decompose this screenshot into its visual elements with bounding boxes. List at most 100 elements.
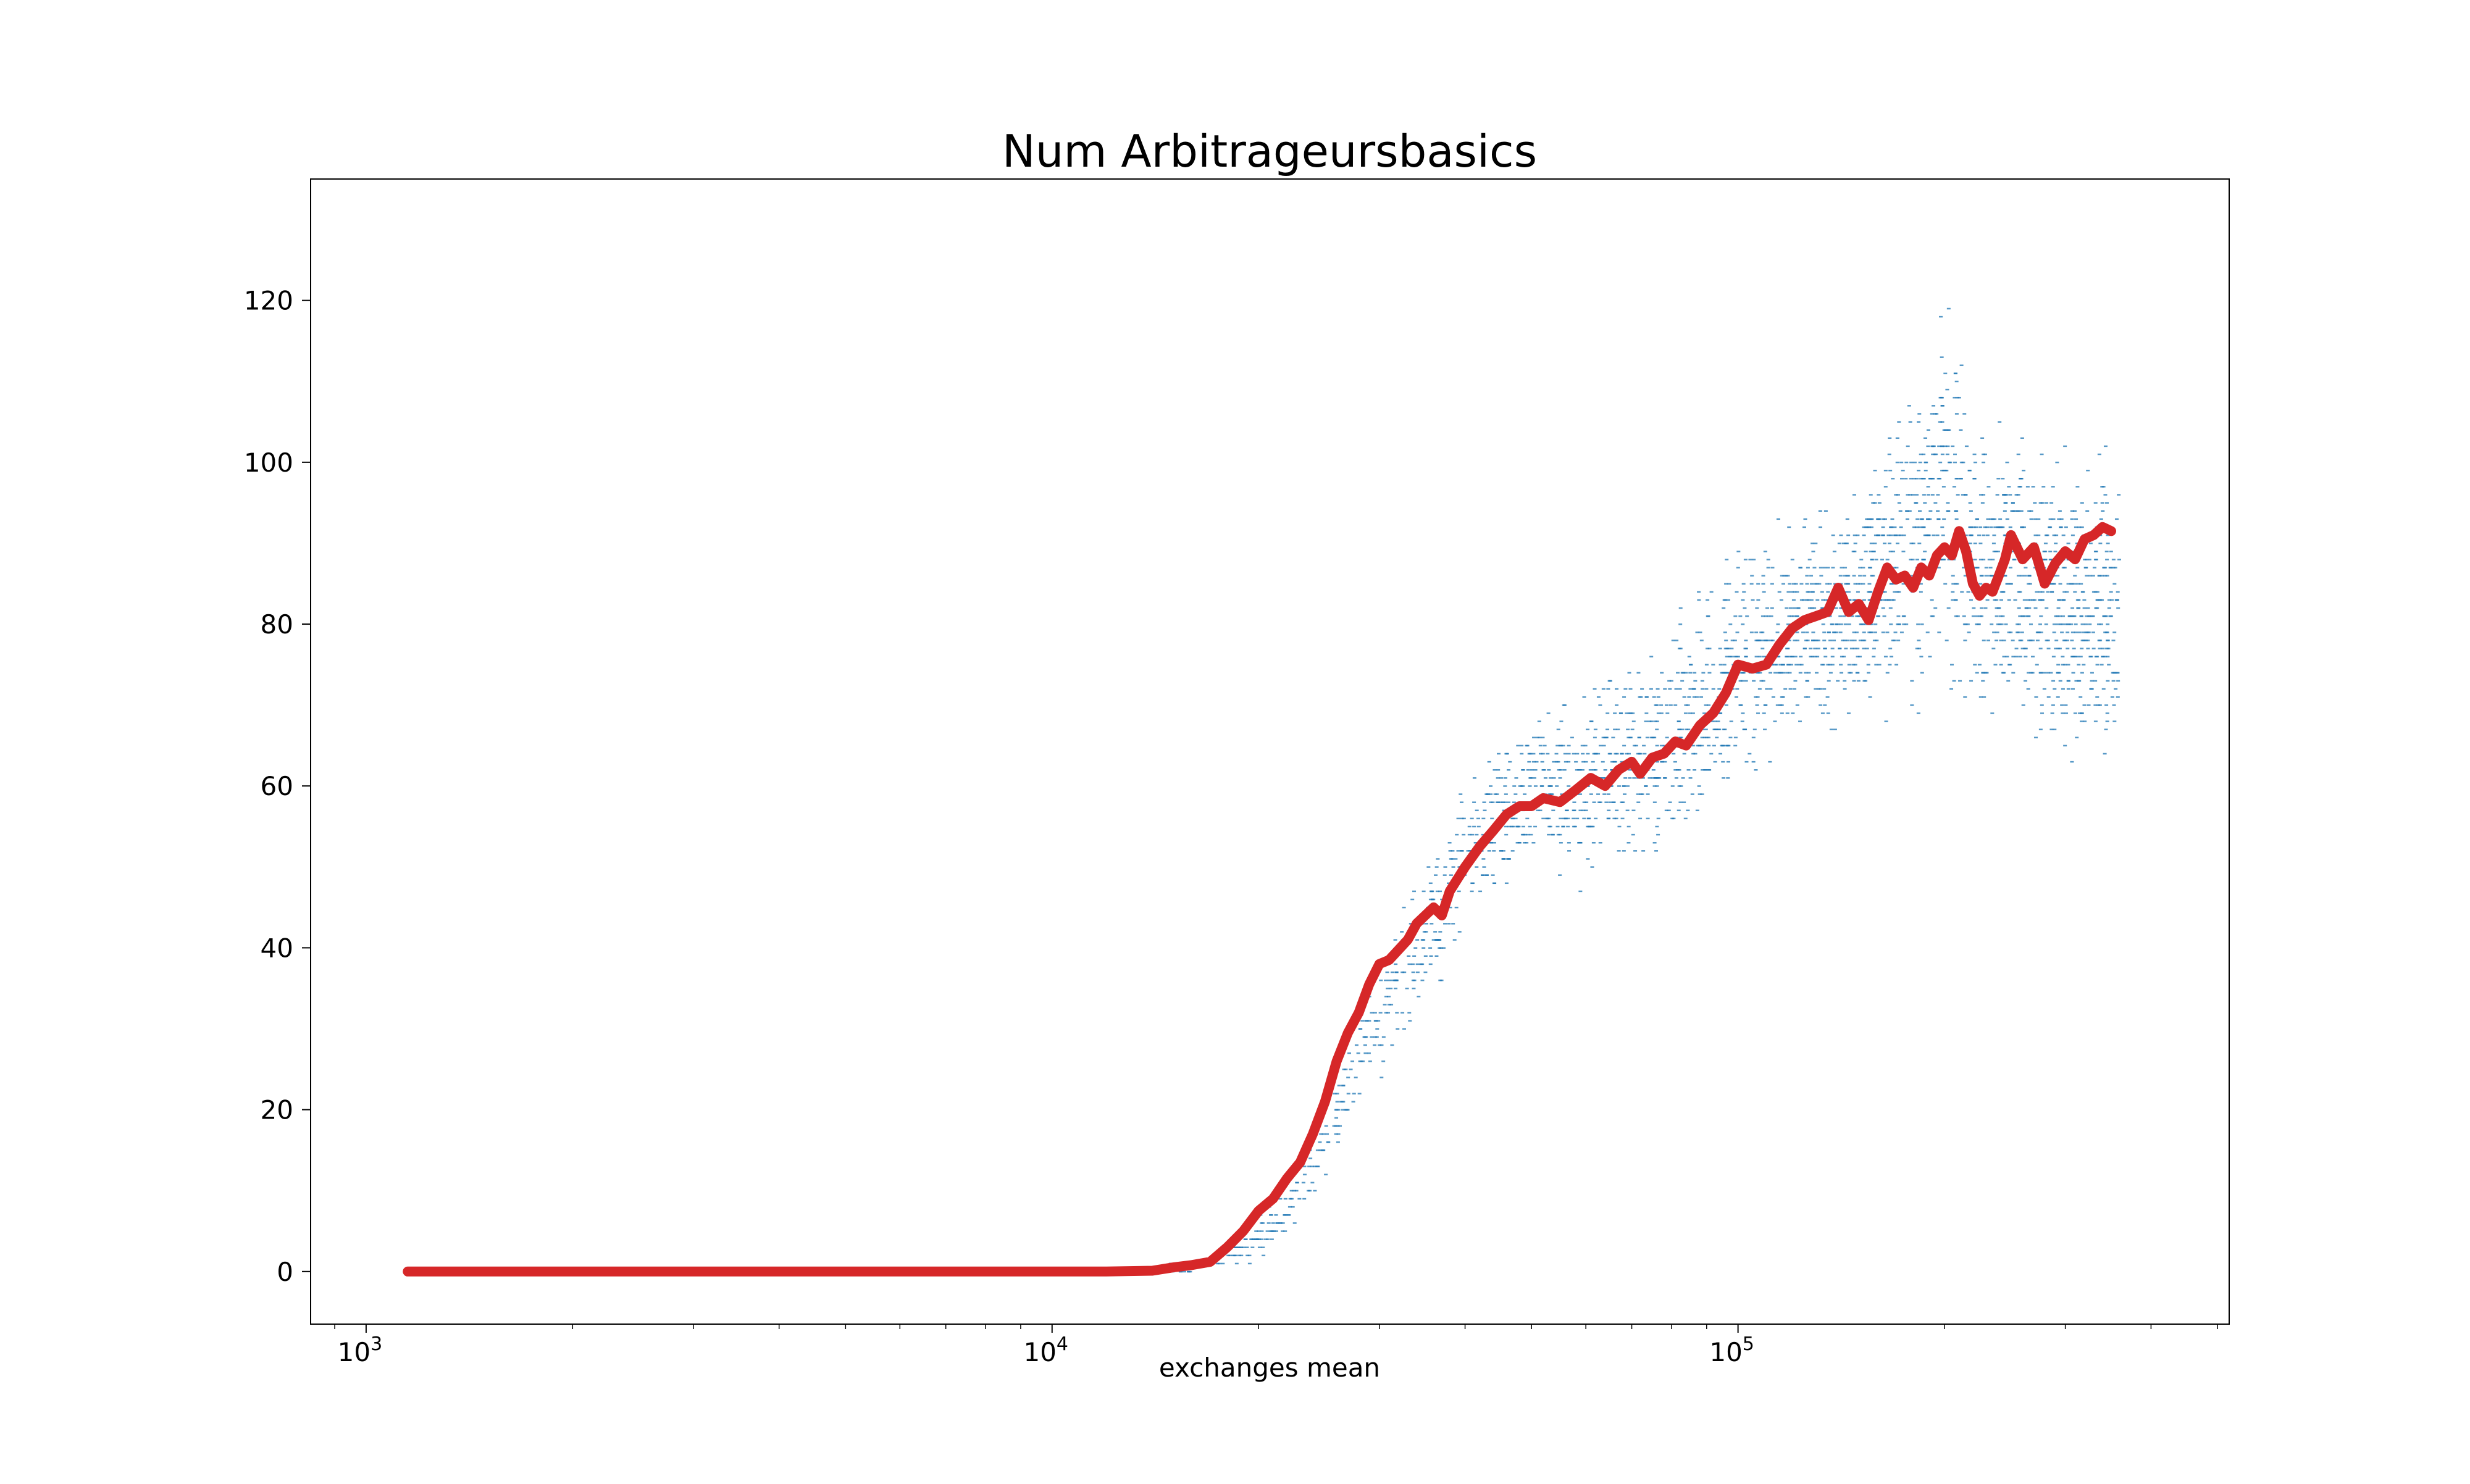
scatter-point (1607, 680, 1612, 682)
scatter-point (1578, 890, 1583, 893)
scatter-point (1456, 850, 1460, 852)
scatter-point (2001, 478, 2005, 480)
scatter-point (1638, 752, 1642, 755)
scatter-point (1434, 955, 1439, 957)
scatter-point (1733, 640, 1737, 641)
scatter-point (1933, 502, 1938, 504)
scatter-point (2090, 615, 2094, 617)
scatter-point (1869, 526, 1873, 528)
scatter-point (1735, 591, 1739, 593)
scatter-point (1567, 761, 1571, 763)
scatter-point (1933, 413, 1937, 415)
scatter-point (1421, 947, 1426, 949)
scatter-point (1756, 712, 1760, 714)
scatter-point (2114, 518, 2119, 520)
scatter-point (1627, 712, 1631, 714)
scatter-point (1843, 680, 1847, 682)
scatter-point (1943, 445, 1948, 448)
scatter-point (1719, 752, 1723, 755)
scatter-point (1896, 615, 1901, 617)
scatter-point (1793, 591, 1797, 593)
scatter-point (2045, 640, 2049, 641)
scatter-point (1449, 874, 1453, 876)
scatter-point (1572, 817, 1576, 820)
scatter-point (1598, 841, 1602, 844)
scatter-point (2083, 640, 2088, 641)
scatter-point (1663, 777, 1667, 779)
scatter-point (1881, 632, 1885, 633)
scatter-point (1908, 421, 1912, 423)
scatter-point (2106, 648, 2111, 649)
scatter-point (1870, 518, 1874, 520)
scatter-point (1780, 712, 1784, 714)
scatter-point (2024, 680, 2028, 682)
scatter-point (1724, 583, 1728, 585)
scatter-point (1245, 1246, 1249, 1248)
scatter-point (1890, 526, 1894, 528)
scatter-point (1664, 809, 1668, 812)
scatter-point (1591, 761, 1595, 763)
scatter-point (1685, 728, 1689, 730)
scatter-point (1310, 1165, 1314, 1167)
scatter-point (1660, 672, 1664, 674)
scatter-point (1892, 567, 1896, 569)
scatter-point (1409, 923, 1413, 925)
scatter-point (2052, 534, 2056, 536)
scatter-point (1704, 728, 1708, 730)
scatter-point (1915, 648, 1919, 649)
scatter-point (1481, 874, 1485, 876)
scatter-point (1793, 680, 1798, 682)
scatter-point (2087, 559, 2091, 561)
scatter-point (1909, 478, 1913, 480)
scatter-point (2083, 720, 2087, 722)
scatter-point (1827, 632, 1831, 633)
scatter-point (2063, 664, 2067, 666)
scatter-point (1739, 704, 1743, 706)
scatter-point (2080, 720, 2084, 722)
scatter-point (1919, 583, 1923, 585)
scatter-point (2070, 688, 2075, 690)
scatter-point (1762, 591, 1766, 593)
y-tick-label: 20 (261, 1095, 293, 1125)
scatter-point (1620, 817, 1625, 820)
scatter-point (1786, 623, 1790, 625)
scatter-point (1682, 696, 1686, 698)
scatter-point (1655, 825, 1659, 828)
scatter-point (1257, 1246, 1262, 1248)
scatter-point (1806, 696, 1811, 698)
scatter-point (1673, 769, 1678, 771)
scatter-point (2061, 599, 2066, 601)
scatter-point (1701, 769, 1705, 771)
scatter-point (1415, 963, 1420, 965)
scatter-point (1274, 1214, 1278, 1216)
scatter-point (1466, 850, 1470, 852)
scatter-point (1656, 688, 1660, 690)
scatter-point (1995, 640, 1999, 641)
scatter-point (1877, 534, 1881, 536)
scatter-point (1949, 664, 1954, 666)
scatter-point (1646, 793, 1650, 795)
scatter-point (2066, 680, 2070, 682)
scatter-point (1846, 534, 1851, 536)
scatter-point (1580, 744, 1585, 747)
scatter-point (1953, 372, 1957, 375)
scatter-point (1649, 656, 1654, 657)
scatter-point (2038, 648, 2043, 649)
scatter-point (1935, 534, 1940, 536)
scatter-point (2038, 591, 2042, 593)
scatter-point (2022, 526, 2026, 528)
scatter-point (1598, 744, 1602, 747)
scatter-point (1489, 841, 1493, 844)
scatter-point (1575, 817, 1580, 820)
scatter-point (1830, 664, 1835, 666)
scatter-point (1281, 1230, 1285, 1232)
scatter-point (1513, 817, 1518, 820)
scatter-point (1852, 494, 1856, 496)
scatter-point (1688, 688, 1693, 690)
scatter-point (1706, 736, 1710, 739)
scatter-point (1770, 640, 1775, 641)
scatter-point (1853, 648, 1857, 649)
line-layer (403, 522, 2116, 1277)
scatter-point (2019, 575, 2024, 577)
scatter-point (1969, 510, 1973, 512)
